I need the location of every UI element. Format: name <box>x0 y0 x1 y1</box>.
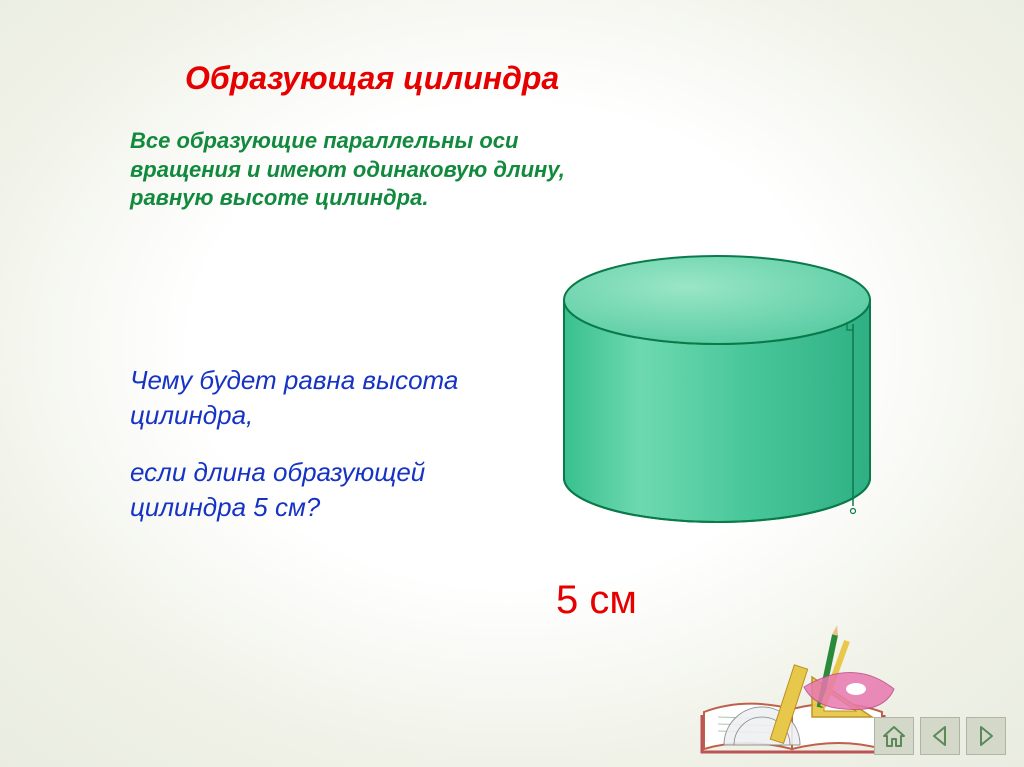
slide-title: Образующая цилиндра <box>185 60 944 97</box>
chevron-left-icon <box>929 724 951 748</box>
slide: Образующая цилиндра Все образующие парал… <box>0 0 1024 767</box>
school-supplies-illustration <box>684 617 904 757</box>
next-button[interactable] <box>966 717 1006 755</box>
question-line-2: если длина образующей цилиндра 5 см? <box>130 455 530 525</box>
prev-button[interactable] <box>920 717 960 755</box>
description-text: Все образующие параллельны оси вращения … <box>130 127 590 213</box>
home-button[interactable] <box>874 717 914 755</box>
question-line-1: Чему будет равна высота цилиндра, <box>130 363 530 433</box>
home-icon <box>881 724 907 748</box>
chevron-right-icon <box>975 724 997 748</box>
answer-text: 5 см <box>556 578 637 623</box>
cylinder-diagram <box>558 250 876 528</box>
navigation-bar <box>874 717 1006 755</box>
